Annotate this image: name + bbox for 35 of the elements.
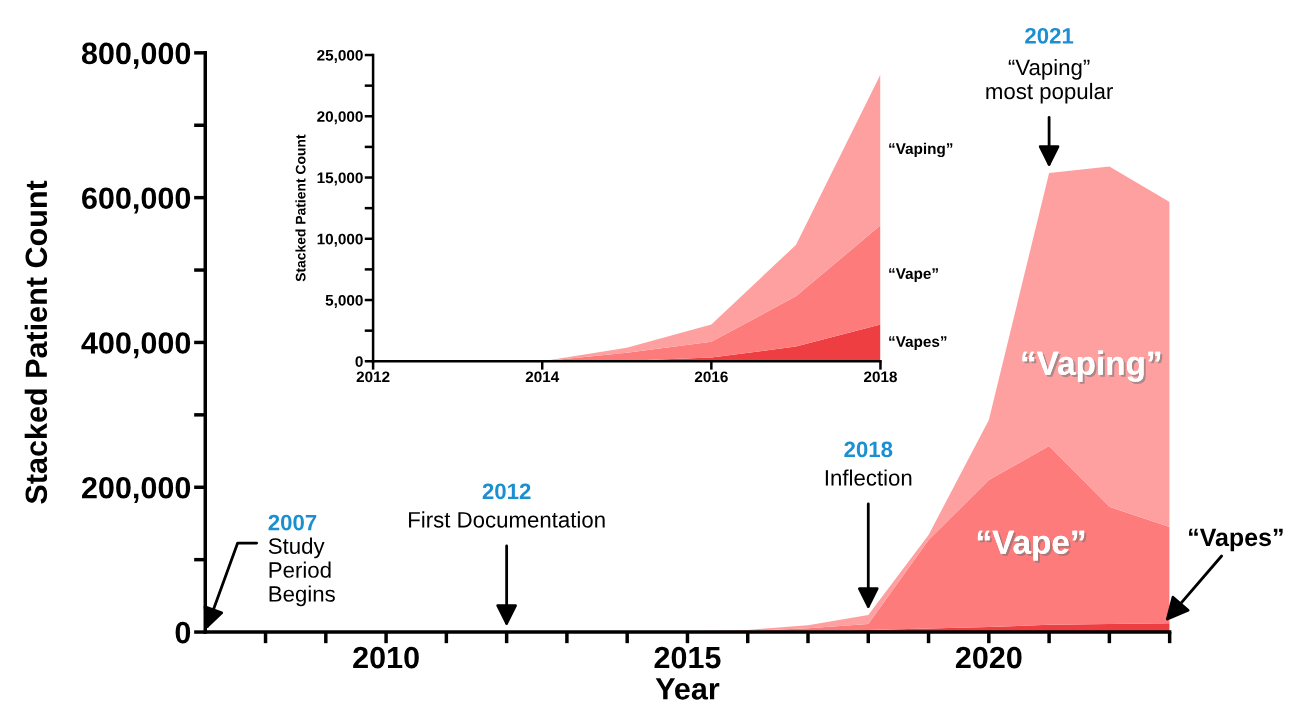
x-axis-title: Year <box>655 678 720 700</box>
y-tick-label: 20,000 <box>317 111 363 125</box>
y-tick-label: 0 <box>175 621 191 644</box>
x-tick-label: 2012 <box>356 371 390 383</box>
annotation: 2018 <box>844 441 893 458</box>
annotation: “Vaping” most popular <box>986 58 1113 104</box>
annotation: First Documentation <box>409 511 605 528</box>
series-label: “Vape” <box>889 268 938 283</box>
series-label: “Vaping” <box>889 142 953 158</box>
x-tick-label: 2014 <box>525 371 560 383</box>
x-tick-label: 2018 <box>864 371 897 383</box>
x-tick-label: 2015 <box>654 646 721 669</box>
x-tick-label: 2020 <box>955 646 1022 669</box>
x-tick-label: 2010 <box>353 646 419 669</box>
text: 2021 <box>1025 27 1074 44</box>
annotation: 2012 <box>482 483 531 500</box>
series-label: “Vaping” <box>1022 350 1163 384</box>
y-tick-label: 15,000 <box>317 172 363 186</box>
y-tick-label: 400,000 <box>81 332 191 359</box>
annotation: Study Period Begins <box>268 537 335 607</box>
annotation: 2007 <box>268 514 317 531</box>
y-tick-label: 10,000 <box>317 233 363 247</box>
y-axis-title: Stacked Patient Count <box>24 180 48 504</box>
y-axis-title: Stacked Patient Count <box>295 134 306 282</box>
series-label: “Vapes” <box>889 336 947 351</box>
y-tick-label: 5,000 <box>325 294 363 308</box>
x-tick-label: 2016 <box>694 371 728 383</box>
y-tick-label: 200,000 <box>82 476 191 504</box>
text: “Vapes” <box>1189 528 1283 552</box>
annotation: Inflection <box>825 469 912 486</box>
y-tick-label: 600,000 <box>82 187 191 214</box>
y-tick-label: 25,000 <box>317 49 363 63</box>
series-label: “Vape” <box>977 530 1087 563</box>
y-tick-label: 0 <box>355 356 363 367</box>
y-tick-label: 800,000 <box>81 42 191 69</box>
